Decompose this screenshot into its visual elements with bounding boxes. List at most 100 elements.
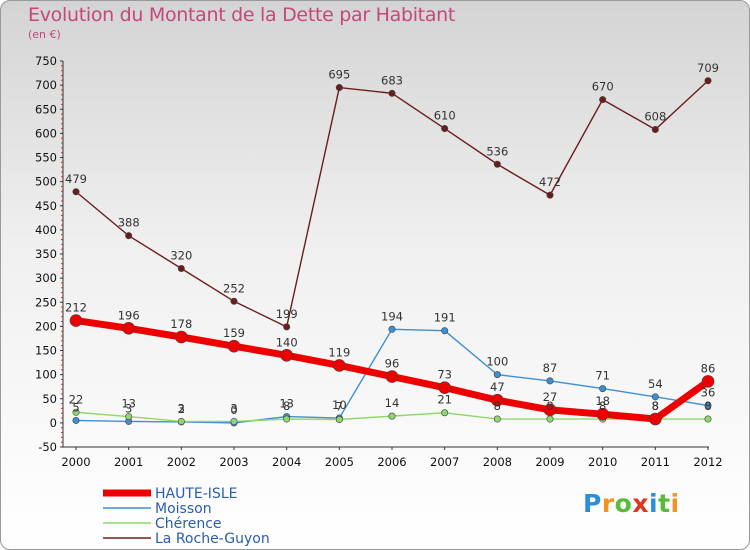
data-label-moisson: 2 [178, 402, 185, 416]
data-point-haute-isle [69, 314, 83, 327]
data-label-haute-isle: 96 [385, 357, 400, 371]
data-label-moisson: 100 [486, 355, 508, 369]
y-tick-label: -50 [38, 440, 57, 454]
data-label-cherence: 14 [385, 396, 400, 410]
data-label-moisson: 191 [434, 311, 456, 325]
y-tick-label: 600 [35, 126, 57, 140]
x-tick-label: 2003 [219, 455, 248, 469]
x-tick-label: 2004 [272, 455, 301, 469]
data-point-la-roche-guyon [651, 126, 659, 134]
logo-letter: i [649, 489, 659, 518]
data-label-la-roche-guyon: 610 [434, 109, 456, 123]
data-point-moisson [493, 371, 501, 379]
data-label-la-roche-guyon: 670 [592, 80, 614, 94]
data-label-haute-isle: 140 [276, 335, 298, 349]
data-point-cherence [388, 412, 396, 420]
data-label-moisson: 54 [648, 377, 663, 391]
legend-label-haute-isle: HAUTE-ISLE [155, 486, 237, 502]
data-point-cherence [546, 415, 554, 423]
data-point-la-roche-guyon [493, 160, 501, 168]
data-label-haute-isle: 159 [223, 326, 245, 340]
data-point-cherence [125, 413, 133, 421]
data-label-cherence: 8 [652, 399, 659, 413]
data-point-haute-isle [122, 322, 135, 335]
data-label-la-roche-guyon: 608 [644, 110, 666, 124]
x-tick-label: 2001 [114, 455, 143, 469]
data-label-la-roche-guyon: 479 [65, 172, 87, 186]
data-label-cherence: 13 [121, 397, 136, 411]
data-point-haute-isle [701, 375, 715, 388]
data-label-la-roche-guyon: 536 [486, 144, 508, 158]
proxiti-logo: Proxiti [583, 489, 680, 518]
data-label-haute-isle: 8 [652, 399, 659, 413]
data-label-haute-isle: 86 [701, 361, 716, 375]
data-label-cherence: 8 [599, 399, 606, 413]
y-tick-label: 650 [35, 102, 57, 116]
y-tick-label: 200 [35, 319, 57, 333]
y-tick-label: 450 [35, 199, 57, 213]
data-point-haute-isle [227, 339, 241, 353]
data-label-la-roche-guyon: 320 [170, 248, 192, 262]
data-point-cherence [493, 415, 501, 423]
data-label-haute-isle: 212 [65, 301, 87, 315]
data-point-la-roche-guyon [704, 77, 712, 85]
data-label-moisson: 71 [595, 369, 610, 383]
logo-letter: P [583, 489, 602, 518]
x-tick-label: 2010 [588, 455, 617, 469]
data-point-la-roche-guyon [599, 96, 607, 104]
data-point-haute-isle [333, 359, 346, 372]
data-label-cherence: 8 [283, 399, 290, 413]
x-tick-label: 2006 [377, 455, 406, 469]
data-label-haute-isle: 178 [170, 317, 192, 331]
data-point-haute-isle [649, 412, 662, 426]
y-tick-label: 0 [50, 416, 57, 430]
y-tick-label: 300 [35, 271, 57, 285]
y-tick-label: 550 [35, 151, 57, 165]
series-line-la-roche-guyon [75, 80, 709, 328]
data-point-haute-isle [543, 403, 557, 417]
data-point-la-roche-guyon [72, 188, 80, 196]
data-label-haute-isle: 18 [595, 394, 610, 408]
data-point-la-roche-guyon [230, 297, 238, 305]
logo-letter: i [670, 489, 680, 518]
legend-label-cherence: Chérence [155, 516, 222, 532]
data-label-haute-isle: 47 [490, 380, 505, 394]
data-point-moisson [546, 377, 554, 385]
data-label-moisson: 36 [701, 386, 716, 400]
y-tick-label: 350 [35, 247, 57, 261]
data-point-haute-isle [438, 381, 451, 394]
y-tick-label: 700 [35, 78, 57, 92]
x-tick-label: 2009 [535, 455, 564, 469]
data-point-cherence [72, 408, 80, 416]
data-point-cherence [335, 415, 343, 423]
x-tick-label: 2011 [641, 455, 670, 469]
x-tick-label: 2000 [61, 455, 90, 469]
data-point-cherence [704, 415, 712, 423]
data-point-la-roche-guyon [283, 323, 291, 331]
data-label-cherence: 22 [69, 392, 84, 406]
legend-label-moisson: Moisson [155, 501, 212, 517]
data-point-la-roche-guyon [388, 89, 396, 97]
data-label-moisson: 194 [381, 309, 403, 323]
y-tick-label: 150 [35, 344, 57, 358]
y-tick-label: 500 [35, 175, 57, 189]
x-tick-label: 2012 [693, 455, 722, 469]
data-point-moisson [599, 385, 607, 393]
x-tick-label: 2007 [430, 455, 459, 469]
data-point-haute-isle [280, 349, 293, 362]
data-label-moisson: 5 [72, 400, 79, 414]
y-tick-label: 250 [35, 295, 57, 309]
x-tick-label: 2008 [483, 455, 512, 469]
data-label-la-roche-guyon: 709 [697, 61, 719, 75]
data-label-cherence: 8 [704, 399, 711, 413]
data-point-moisson [72, 416, 80, 424]
data-point-moisson [651, 393, 659, 401]
data-label-haute-isle: 27 [543, 390, 558, 404]
data-label-cherence: 7 [336, 399, 343, 413]
data-label-haute-isle: 119 [328, 345, 350, 359]
data-label-moisson: 10 [332, 398, 347, 412]
data-point-cherence [441, 409, 449, 417]
data-label-la-roche-guyon: 683 [381, 73, 403, 87]
